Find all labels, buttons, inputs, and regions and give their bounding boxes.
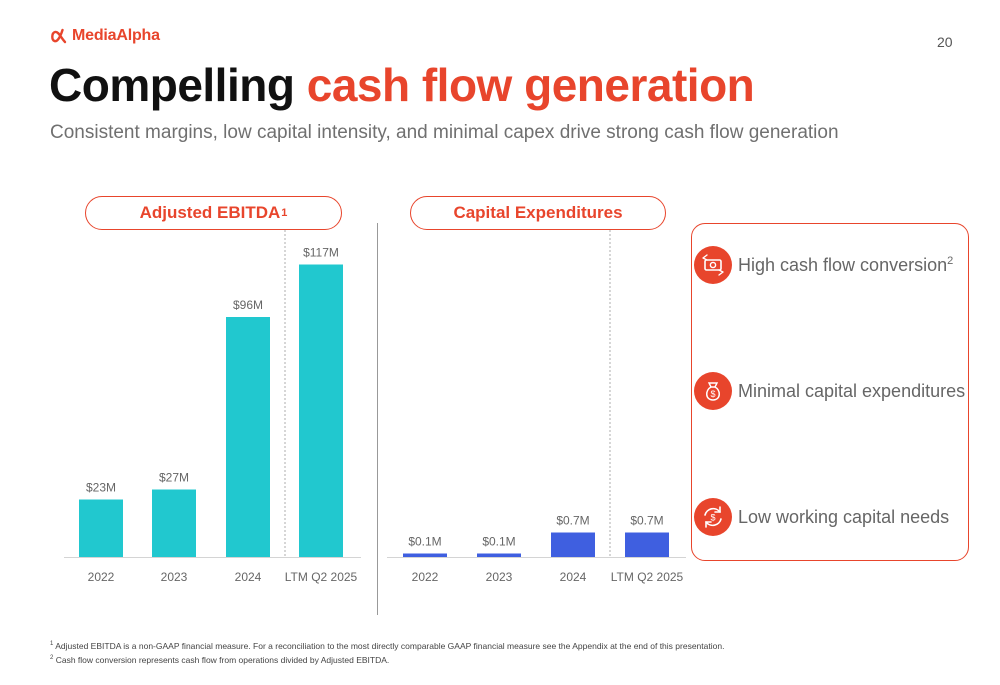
data-label: $0.7M bbox=[556, 514, 589, 528]
dollar-cycle-icon: $ bbox=[694, 498, 732, 536]
ebitda-chart-title: Adjusted EBITDA 1 bbox=[85, 196, 342, 230]
title-highlight: cash flow generation bbox=[306, 59, 755, 111]
callout-panel bbox=[691, 223, 969, 561]
title-part-1: Compelling bbox=[49, 59, 307, 111]
category-label: 2024 bbox=[235, 570, 262, 584]
capex-title-text: Capital Expenditures bbox=[453, 203, 623, 222]
footnotes: 1 Adjusted EBITDA is a non-GAAP financia… bbox=[50, 638, 724, 666]
callout-footnote-mark: 2 bbox=[947, 254, 954, 267]
callout-label: Low working capital needs bbox=[738, 506, 950, 527]
data-label: $23M bbox=[86, 481, 116, 495]
bar-2023 bbox=[477, 553, 521, 557]
footnote-mark: 2 bbox=[50, 654, 54, 661]
data-label: $96M bbox=[233, 298, 263, 312]
bar-2022 bbox=[79, 499, 123, 557]
data-label: $0.1M bbox=[482, 535, 515, 549]
category-label: 2023 bbox=[161, 570, 188, 584]
data-label: $27M bbox=[159, 471, 189, 485]
chart-divider bbox=[377, 223, 378, 615]
footnote-2: 2 Cash flow conversion represents cash f… bbox=[50, 652, 724, 666]
callout-label: High cash flow conversion2 bbox=[738, 255, 953, 276]
callout-working-capital: $ Low working capital needs bbox=[694, 498, 949, 536]
cash-exchange-icon bbox=[694, 246, 732, 284]
capex-chart-title: Capital Expenditures bbox=[410, 196, 666, 230]
svg-text:$: $ bbox=[710, 513, 715, 523]
brand-logo: MediaAlpha bbox=[50, 27, 160, 45]
page-number: 20 bbox=[937, 34, 953, 50]
ebitda-title-text: Adjusted EBITDA bbox=[139, 203, 281, 222]
bar-ltm-q2-2025 bbox=[299, 264, 343, 557]
callout-label: Minimal capital expenditures bbox=[738, 380, 966, 401]
capex-chart: $0.1M 2022 $0.1M 2023 $0.7M 2024 $0.7M LTM Q2 2… bbox=[387, 230, 686, 584]
category-label: 2024 bbox=[560, 570, 587, 584]
data-label: $117M bbox=[303, 246, 339, 260]
bar-ltm-q2-2025 bbox=[625, 532, 669, 557]
svg-text:$: $ bbox=[710, 389, 715, 399]
category-label: LTM Q2 2025 bbox=[611, 570, 684, 584]
bar-2022 bbox=[403, 553, 447, 557]
category-label: 2023 bbox=[486, 570, 513, 584]
category-label: LTM Q2 2025 bbox=[285, 570, 358, 584]
category-label: 2022 bbox=[88, 570, 115, 584]
data-label: $0.7M bbox=[630, 514, 663, 528]
footnote-text: Cash flow conversion represents cash flo… bbox=[53, 654, 390, 665]
alpha-logo-icon bbox=[51, 28, 67, 44]
ebitda-chart: $23M 2022 $27M 2023 $96M 2024 $117M LTM Q2 2025 bbox=[64, 230, 361, 584]
footnote-1: 1 Adjusted EBITDA is a non-GAAP financia… bbox=[50, 638, 724, 652]
bar-2023 bbox=[152, 489, 196, 557]
callout-label-text: High cash flow conversion bbox=[738, 254, 948, 275]
data-label: $0.1M bbox=[408, 535, 441, 549]
bar-2024 bbox=[551, 532, 595, 557]
ebitda-title-footnote-mark: 1 bbox=[281, 207, 288, 219]
callout-minimal-capex: $ Minimal capital expenditures bbox=[694, 372, 965, 410]
money-bag-icon: $ bbox=[694, 372, 732, 410]
category-label: 2022 bbox=[412, 570, 439, 584]
footnote-mark: 1 bbox=[50, 641, 54, 647]
page-subtitle: Consistent margins, low capital intensit… bbox=[50, 122, 839, 143]
page-title: Compelling cash flow generation bbox=[49, 58, 755, 112]
footnote-text: Adjusted EBITDA is a non-GAAP financial … bbox=[53, 640, 725, 651]
bar-2024 bbox=[226, 317, 270, 557]
callout-cash-conversion: High cash flow conversion2 bbox=[694, 246, 953, 284]
logo-text: MediaAlpha bbox=[72, 27, 160, 44]
